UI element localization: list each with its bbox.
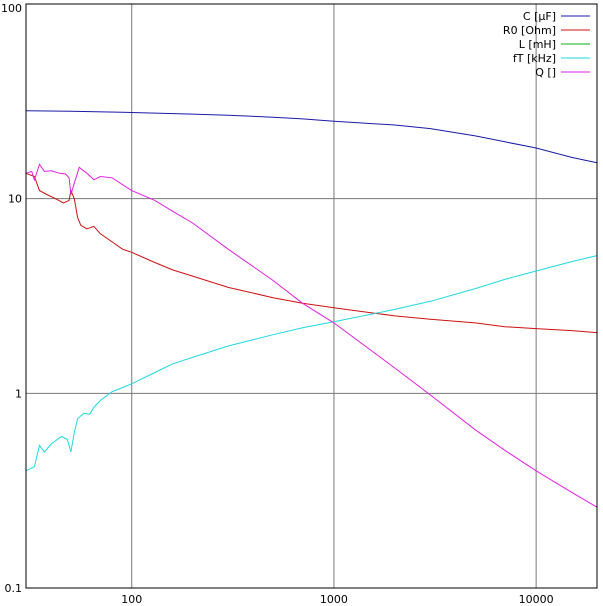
series-line-1 <box>25 172 598 334</box>
series-line-4 <box>25 163 598 508</box>
x-tick-labels: 100 1000 10000 <box>121 593 553 606</box>
legend-label-2: L [mH] <box>519 38 556 51</box>
legend-label-4: Q [] <box>535 66 556 79</box>
x-tick-label-0: 100 <box>121 593 142 606</box>
legend: C [µF]R0 [Ohm]L [mH]fT [kHz]Q [] <box>503 10 590 79</box>
legend-label-0: C [µF] <box>523 10 556 23</box>
legend-label-1: R0 [Ohm] <box>503 24 556 37</box>
plot-frame <box>25 3 598 589</box>
series-line-0 <box>25 110 598 164</box>
x-tick-label-2: 10000 <box>519 593 554 606</box>
y-tick-label-3: 100 <box>1 2 22 15</box>
y-tick-label-1: 1 <box>15 387 22 400</box>
y-tick-label-0: 0.1 <box>5 582 23 595</box>
series-line-3 <box>25 255 598 472</box>
legend-label-3: fT [kHz] <box>513 52 556 65</box>
x-tick-label-1: 1000 <box>320 593 348 606</box>
series-group <box>25 110 598 508</box>
y-tick-label-2: 10 <box>8 193 22 206</box>
y-tick-labels: 0.1 1 10 100 <box>1 2 22 595</box>
